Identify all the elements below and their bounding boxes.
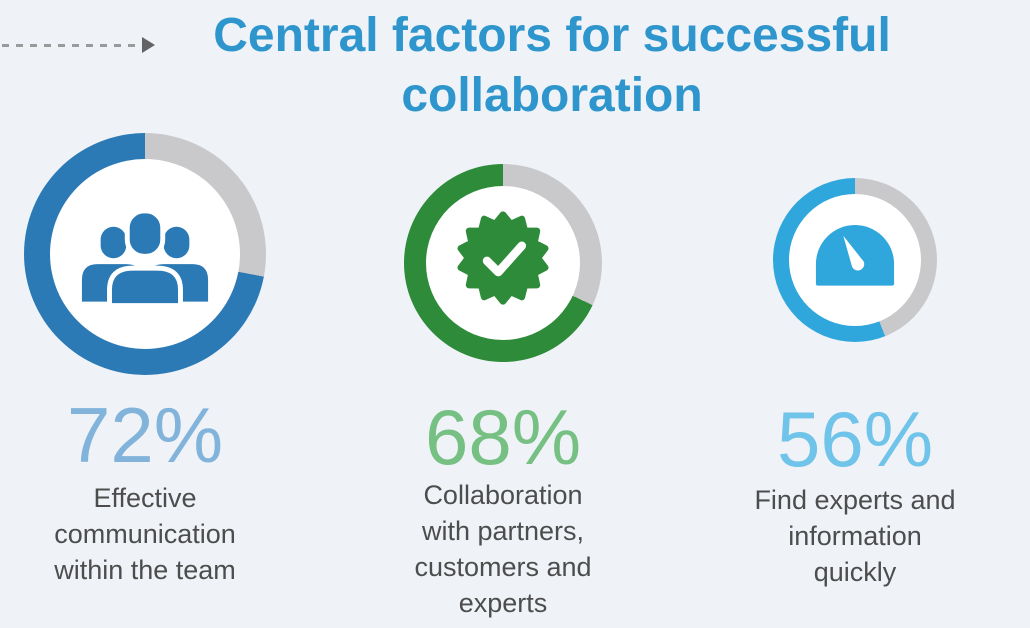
stat-effective-communication: 72% Effective communication within the t… [0,0,290,628]
donut-chart-find-experts [773,178,937,342]
donut-hole [789,194,921,326]
team-people-icon [81,208,209,306]
stat-label: Collaboration with partners, customers a… [414,480,592,618]
stat-collaboration-partners: 68% Collaboration with partners, custome… [358,0,648,628]
dashed-arrow-line [2,44,142,47]
stat-label: Find experts and information quickly [754,485,956,587]
page-title: Central factors for successful collabora… [213,9,891,122]
donut-hole [50,159,240,349]
stat-value: 56% [776,395,934,483]
stat-value: 72% [66,391,224,479]
gauge-icon [815,224,895,286]
stat-find-experts: 56% Find experts and information quickly [710,0,1000,628]
badge-check-icon [457,211,549,305]
stat-label: Effective communication within the team [54,483,236,585]
donut-chart-partners [404,164,602,362]
donut-chart-communication [24,133,266,375]
arrow-head-icon [142,37,155,53]
donut-hole [426,186,580,340]
stat-value: 68% [424,393,582,481]
